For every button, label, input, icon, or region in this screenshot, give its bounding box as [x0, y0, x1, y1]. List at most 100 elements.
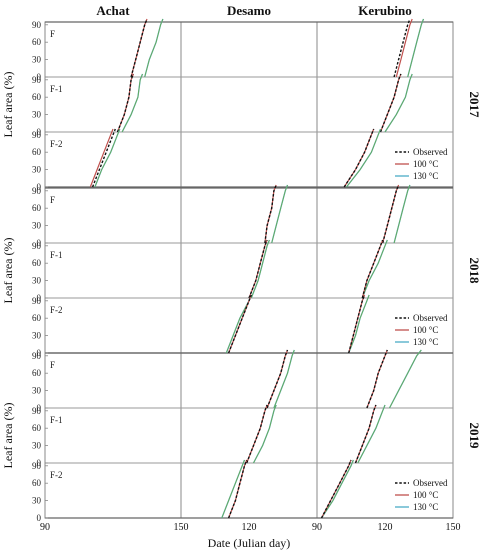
legend-label: 130 °C — [413, 502, 438, 512]
legend-label: 100 °C — [413, 325, 438, 335]
legend-label: Observed — [413, 147, 448, 157]
y-tick-label: 0 — [37, 72, 42, 82]
year-label: 2019 — [467, 423, 481, 450]
series-130C-overlay-line — [357, 404, 386, 464]
cultivar-header: Kerubino — [358, 3, 411, 18]
y-tick-label: 30 — [32, 441, 42, 451]
series-observed-line — [227, 459, 248, 519]
series-130C-overlay-line — [250, 239, 270, 299]
series-observed-line — [248, 239, 268, 299]
y-tick-label: 0 — [37, 293, 42, 303]
series-130C-line — [384, 73, 413, 133]
series-130C-overlay-line — [271, 184, 288, 244]
y-tick-label: 30 — [32, 386, 42, 396]
y-tick-label: 90 — [32, 186, 42, 196]
series-130C-overlay-line — [94, 128, 121, 188]
y-tick-label: 60 — [32, 147, 42, 157]
y-tick-label: 60 — [32, 368, 42, 378]
leaf-label: F-2 — [50, 139, 63, 149]
cultivar-header: Desamo — [227, 3, 271, 18]
y-tick-label: 30 — [32, 276, 42, 286]
series-130C-overlay-line — [221, 459, 245, 519]
series-100C-line — [343, 128, 375, 188]
series-130C-overlay-line — [121, 73, 143, 133]
y-tick-label: 60 — [32, 478, 42, 488]
series-observed-line — [130, 18, 148, 78]
y-axis-label: Leaf area (%) — [1, 238, 15, 304]
y-tick-label: 60 — [32, 313, 42, 323]
series-observed-line — [343, 128, 375, 188]
series-observed-line — [91, 128, 116, 188]
leaf-label: F-2 — [50, 305, 63, 315]
x-axis-label: Date (Julian day) — [208, 536, 291, 550]
year-label: 2017 — [467, 92, 481, 119]
legend-label: Observed — [413, 313, 448, 323]
y-tick-label: 30 — [32, 55, 42, 65]
legend-label: 100 °C — [413, 159, 438, 169]
series-observed-line — [227, 294, 252, 354]
y-tick-label: 90 — [32, 130, 42, 140]
y-tick-label: 30 — [32, 331, 42, 341]
y-axis-label: Leaf area (%) — [1, 403, 15, 469]
series-observed-line — [246, 404, 268, 464]
y-tick-label: 90 — [32, 406, 42, 416]
leaf-label: F-1 — [50, 250, 63, 260]
series-130C-overlay-line — [384, 73, 413, 133]
x-tick-label: 120 — [378, 522, 393, 533]
series-observed-line — [366, 349, 388, 409]
year-label: 2018 — [467, 258, 481, 285]
y-tick-label: 60 — [32, 92, 42, 102]
y-tick-label: 0 — [37, 238, 42, 248]
y-tick-label: 60 — [32, 203, 42, 213]
series-130C-line — [345, 128, 382, 188]
x-tick-label: 150 — [446, 522, 461, 533]
y-tick-label: 90 — [32, 241, 42, 251]
series-observed-line — [320, 459, 352, 519]
series-130C-overlay-line — [273, 349, 295, 409]
y-tick-label: 60 — [32, 37, 42, 47]
series-130C-overlay-line — [321, 459, 354, 519]
series-130C-overlay-line — [407, 18, 424, 78]
plot-frame — [44, 21, 454, 519]
y-tick-label: 0 — [37, 348, 42, 358]
series-130C-overlay-line — [393, 184, 411, 244]
series-130C-overlay-line — [346, 128, 381, 188]
x-tick-label: 150 — [174, 522, 189, 533]
series-observed-line — [266, 349, 289, 409]
series-100C-line — [89, 128, 114, 188]
y-tick-label: 30 — [32, 496, 42, 506]
series-130C-overlay-line — [253, 404, 277, 464]
x-tick-label: 90 — [312, 522, 322, 533]
y-tick-label: 0 — [37, 513, 42, 523]
leaf-label: F — [50, 195, 55, 205]
series-observed-line — [348, 294, 366, 354]
y-tick-label: 0 — [37, 127, 42, 137]
y-tick-label: 90 — [32, 75, 42, 85]
legend-label: 130 °C — [413, 337, 438, 347]
y-tick-label: 0 — [37, 458, 42, 468]
series-observed-line — [379, 73, 402, 133]
series-130C-overlay-line — [144, 18, 164, 78]
series-observed-line — [382, 184, 400, 244]
x-tick-label: 90 — [40, 522, 50, 533]
y-tick-label: 30 — [32, 221, 42, 231]
y-tick-label: 90 — [32, 296, 42, 306]
y-axis-label: Leaf area (%) — [1, 72, 15, 138]
series-100C-line — [395, 18, 413, 78]
series-130C-overlay-line — [389, 349, 422, 409]
y-tick-label: 90 — [32, 461, 42, 471]
series-observed-line — [361, 239, 384, 299]
y-tick-label: 60 — [32, 258, 42, 268]
leaf-label: F — [50, 29, 55, 39]
y-tick-label: 0 — [37, 403, 42, 413]
y-tick-label: 90 — [32, 351, 42, 361]
y-tick-label: 90 — [32, 20, 42, 30]
y-tick-label: 30 — [32, 110, 42, 120]
series-100C-line — [116, 73, 134, 133]
series-observed-line — [116, 73, 135, 133]
legend-label: 130 °C — [413, 171, 438, 181]
series-observed-line — [264, 184, 277, 244]
leaf-label: F-2 — [50, 470, 63, 480]
leaf-label: F-1 — [50, 84, 63, 94]
y-tick-label: 30 — [32, 165, 42, 175]
